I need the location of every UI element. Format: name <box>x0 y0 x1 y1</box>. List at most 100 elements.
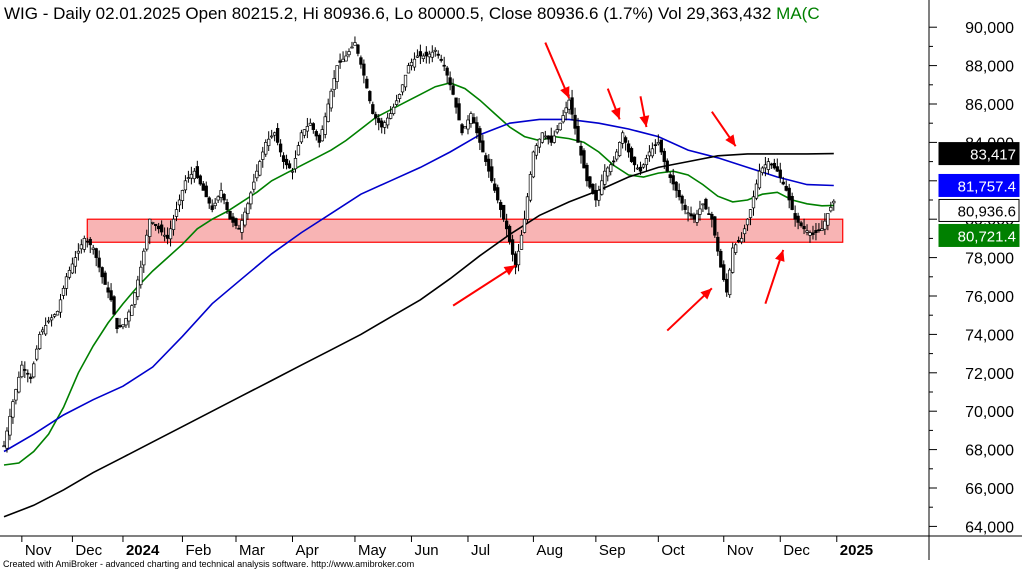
price-bar <box>487 154 491 178</box>
price-bar <box>606 166 610 182</box>
y-tick-label: 76,000 <box>965 289 1014 306</box>
price-bar <box>5 427 9 453</box>
price-bar <box>525 192 530 223</box>
price-bar <box>722 260 726 282</box>
price-bar <box>252 173 256 193</box>
price-bar <box>460 123 464 136</box>
price-bar <box>293 150 298 173</box>
price-bar <box>273 131 277 142</box>
price-bar <box>623 135 628 151</box>
price-bar <box>757 163 762 190</box>
price-bar <box>671 168 675 191</box>
price-bar <box>64 273 69 296</box>
price-bar <box>219 182 223 203</box>
price-bar <box>249 190 253 210</box>
price-bar <box>383 120 387 135</box>
price-bar <box>148 218 152 245</box>
y-tick-label: 68,000 <box>965 443 1014 460</box>
arrow-down <box>606 88 621 120</box>
price-bar <box>97 250 101 273</box>
price-bar <box>43 317 48 337</box>
chart-header: WIG - Daily 02.01.2025 Open 80215.2, Hi … <box>4 4 820 23</box>
price-bar <box>73 250 78 274</box>
price-bar <box>386 112 390 129</box>
price-bar <box>201 181 205 191</box>
support-zone-layer <box>86 218 844 243</box>
quote-info: - Daily 02.01.2025 Open 80215.2, Hi 8093… <box>38 4 776 23</box>
price-bar <box>118 318 122 328</box>
price-bar <box>85 237 89 248</box>
price-bar <box>424 46 428 64</box>
price-bar <box>659 139 663 155</box>
price-bar <box>552 130 556 144</box>
price-bar <box>674 181 678 198</box>
price-bar <box>641 163 646 169</box>
price-bar <box>157 222 161 234</box>
price-bar <box>457 98 461 121</box>
price-bar <box>207 196 211 209</box>
price-bar <box>58 293 63 318</box>
price-bar <box>270 129 274 139</box>
price-tag: 80,721.4 <box>938 223 1020 247</box>
price-bar <box>88 237 92 254</box>
price-bar <box>784 180 788 192</box>
price-bar <box>490 158 494 183</box>
price-bar <box>299 129 304 145</box>
price-bar <box>258 159 262 177</box>
price-bar <box>713 215 717 238</box>
arrow-down <box>639 96 650 128</box>
price-bar <box>620 130 625 149</box>
price-bar <box>748 209 753 226</box>
arrow-up <box>764 249 785 304</box>
x-tick-label: Feb <box>185 542 211 559</box>
price-bar <box>246 201 250 220</box>
price-bar <box>344 50 348 62</box>
price-bar <box>603 164 607 191</box>
price-bar <box>519 230 524 250</box>
price-bar <box>626 140 631 158</box>
price-bar <box>772 158 776 170</box>
price-bar <box>14 388 18 405</box>
price-bar <box>728 267 732 298</box>
price-bar <box>564 101 568 121</box>
price-bar <box>171 214 176 236</box>
price-bar <box>234 217 238 230</box>
price-bar <box>499 199 503 218</box>
price-bar <box>308 118 312 126</box>
price-bar <box>686 206 690 222</box>
price-bar <box>403 74 408 91</box>
price-bar <box>481 134 485 153</box>
price-bar <box>142 248 146 273</box>
price-bar <box>573 107 577 135</box>
price-tag: 80,936.6 <box>938 198 1020 222</box>
x-tick-label: Nov <box>25 542 52 559</box>
y-tick-label: 72,000 <box>965 366 1014 383</box>
x-tick-label: Jul <box>471 542 490 559</box>
price-bar <box>778 162 782 183</box>
price-bar <box>17 371 21 394</box>
ma-series-1 <box>3 82 834 466</box>
price-bar <box>445 65 449 84</box>
price-bar <box>433 47 437 57</box>
support-zone <box>86 218 844 243</box>
svg-text:80,721.4: 80,721.4 <box>958 228 1016 245</box>
price-bar <box>775 158 779 172</box>
price-bar <box>240 214 244 240</box>
y-tick-label: 64,000 <box>965 519 1014 536</box>
price-bar <box>216 195 220 204</box>
price-bar <box>484 152 488 166</box>
price-bar <box>644 154 649 172</box>
price-bar <box>558 122 562 131</box>
price-bar <box>820 220 824 231</box>
price-bar <box>448 71 452 91</box>
price-bar <box>314 129 318 141</box>
price-bar <box>151 221 155 225</box>
price-bar <box>689 206 693 220</box>
price-bar <box>597 185 601 207</box>
price-bar <box>412 52 417 71</box>
x-tick-label: Sep <box>599 542 626 559</box>
price-bar <box>400 84 405 96</box>
price-bar <box>394 94 399 107</box>
